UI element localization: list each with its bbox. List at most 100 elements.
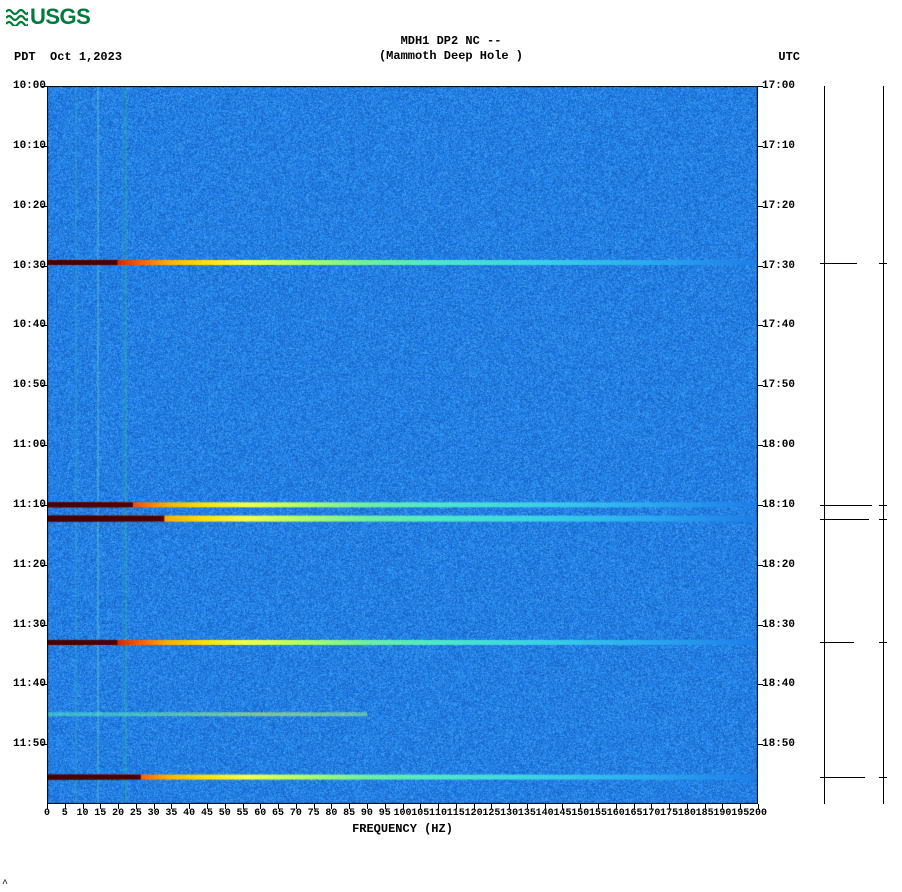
x-tick [722,804,723,809]
x-axis-title: FREQUENCY (HZ) [47,822,758,836]
aux-event-mark [820,777,865,778]
x-tick-label: 185 [696,808,714,819]
x-tick-label: 60 [254,808,266,819]
y-right-tick-label: 18:00 [762,439,806,451]
y-right-tick-label: 18:20 [762,559,806,571]
x-tick-label: 115 [447,808,465,819]
x-tick-label: 40 [183,808,195,819]
x-tick [580,804,581,809]
aux-event-mark-right [879,505,887,506]
y-right-tick-label: 17:00 [762,80,806,92]
x-tick [616,804,617,809]
x-tick [367,804,368,809]
y-tick [42,744,47,745]
x-tick-label: 160 [607,808,625,819]
y-tick [42,146,47,147]
x-tick [385,804,386,809]
title-line-2: (Mammoth Deep Hole ) [0,49,902,64]
x-tick [278,804,279,809]
aux-event-mark [820,505,872,506]
x-tick-label: 125 [482,808,500,819]
y-tick [758,744,763,745]
x-tick [758,804,759,809]
y-tick [42,86,47,87]
chart-title: MDH1 DP2 NC -- (Mammoth Deep Hole ) [0,34,902,64]
x-tick [420,804,421,809]
y-right-tick-label: 17:20 [762,200,806,212]
x-tick-label: 30 [148,808,160,819]
x-tick-label: 65 [272,808,284,819]
x-tick-label: 170 [642,808,660,819]
y-tick [42,385,47,386]
y-tick [42,445,47,446]
x-tick [207,804,208,809]
x-tick-label: 95 [379,808,391,819]
y-left-tick-label: 10:20 [6,200,46,212]
y-tick [758,86,763,87]
y-tick [42,625,47,626]
y-tick [42,684,47,685]
y-axis-left-labels: 10:0010:1010:2010:3010:4010:5011:0011:10… [6,86,46,804]
y-left-tick-label: 10:50 [6,379,46,391]
y-tick [758,505,763,506]
x-tick [100,804,101,809]
aux-event-mark [820,642,854,643]
x-tick [243,804,244,809]
x-tick-label: 75 [308,808,320,819]
x-tick [171,804,172,809]
logo-text: USGS [30,4,90,30]
x-tick-label: 105 [411,808,429,819]
x-tick [598,804,599,809]
y-left-tick-label: 10:10 [6,140,46,152]
y-tick [758,266,763,267]
y-left-tick-label: 11:10 [6,499,46,511]
aux-baseline-left [824,86,825,804]
x-tick-label: 15 [94,808,106,819]
x-tick-label: 165 [625,808,643,819]
aux-event-mark-right [879,263,887,264]
x-tick [154,804,155,809]
y-left-tick-label: 10:30 [6,260,46,272]
x-tick-label: 145 [553,808,571,819]
left-tz-label: PDT [14,50,36,64]
x-tick-label: 90 [361,808,373,819]
aux-event-mark-right [879,777,887,778]
y-left-tick-label: 10:00 [6,80,46,92]
x-tick [225,804,226,809]
x-tick-label: 155 [589,808,607,819]
x-tick [189,804,190,809]
aux-amplitude-panel [824,86,884,804]
x-tick [438,804,439,809]
x-tick-label: 100 [393,808,411,819]
y-tick [758,206,763,207]
y-tick [758,684,763,685]
x-tick [403,804,404,809]
x-tick [545,804,546,809]
x-tick-label: 135 [518,808,536,819]
x-tick [47,804,48,809]
x-tick-label: 200 [749,808,767,819]
y-tick [758,445,763,446]
y-tick [758,146,763,147]
y-tick [758,625,763,626]
x-tick-label: 140 [536,808,554,819]
spectrogram-plot [47,86,758,804]
x-tick [474,804,475,809]
x-tick [83,804,84,809]
x-tick [136,804,137,809]
x-tick-label: 85 [343,808,355,819]
x-tick [651,804,652,809]
x-tick [509,804,510,809]
aux-baseline-right [883,86,884,804]
y-right-tick-label: 17:30 [762,260,806,272]
x-tick-label: 130 [500,808,518,819]
x-tick [634,804,635,809]
x-tick [562,804,563,809]
spectrogram-canvas [47,86,758,804]
x-tick-label: 5 [62,808,68,819]
usgs-logo: USGS [6,4,90,30]
date-label: Oct 1,2023 [50,50,122,64]
x-tick [296,804,297,809]
x-tick-label: 70 [290,808,302,819]
aux-event-mark [820,263,857,264]
